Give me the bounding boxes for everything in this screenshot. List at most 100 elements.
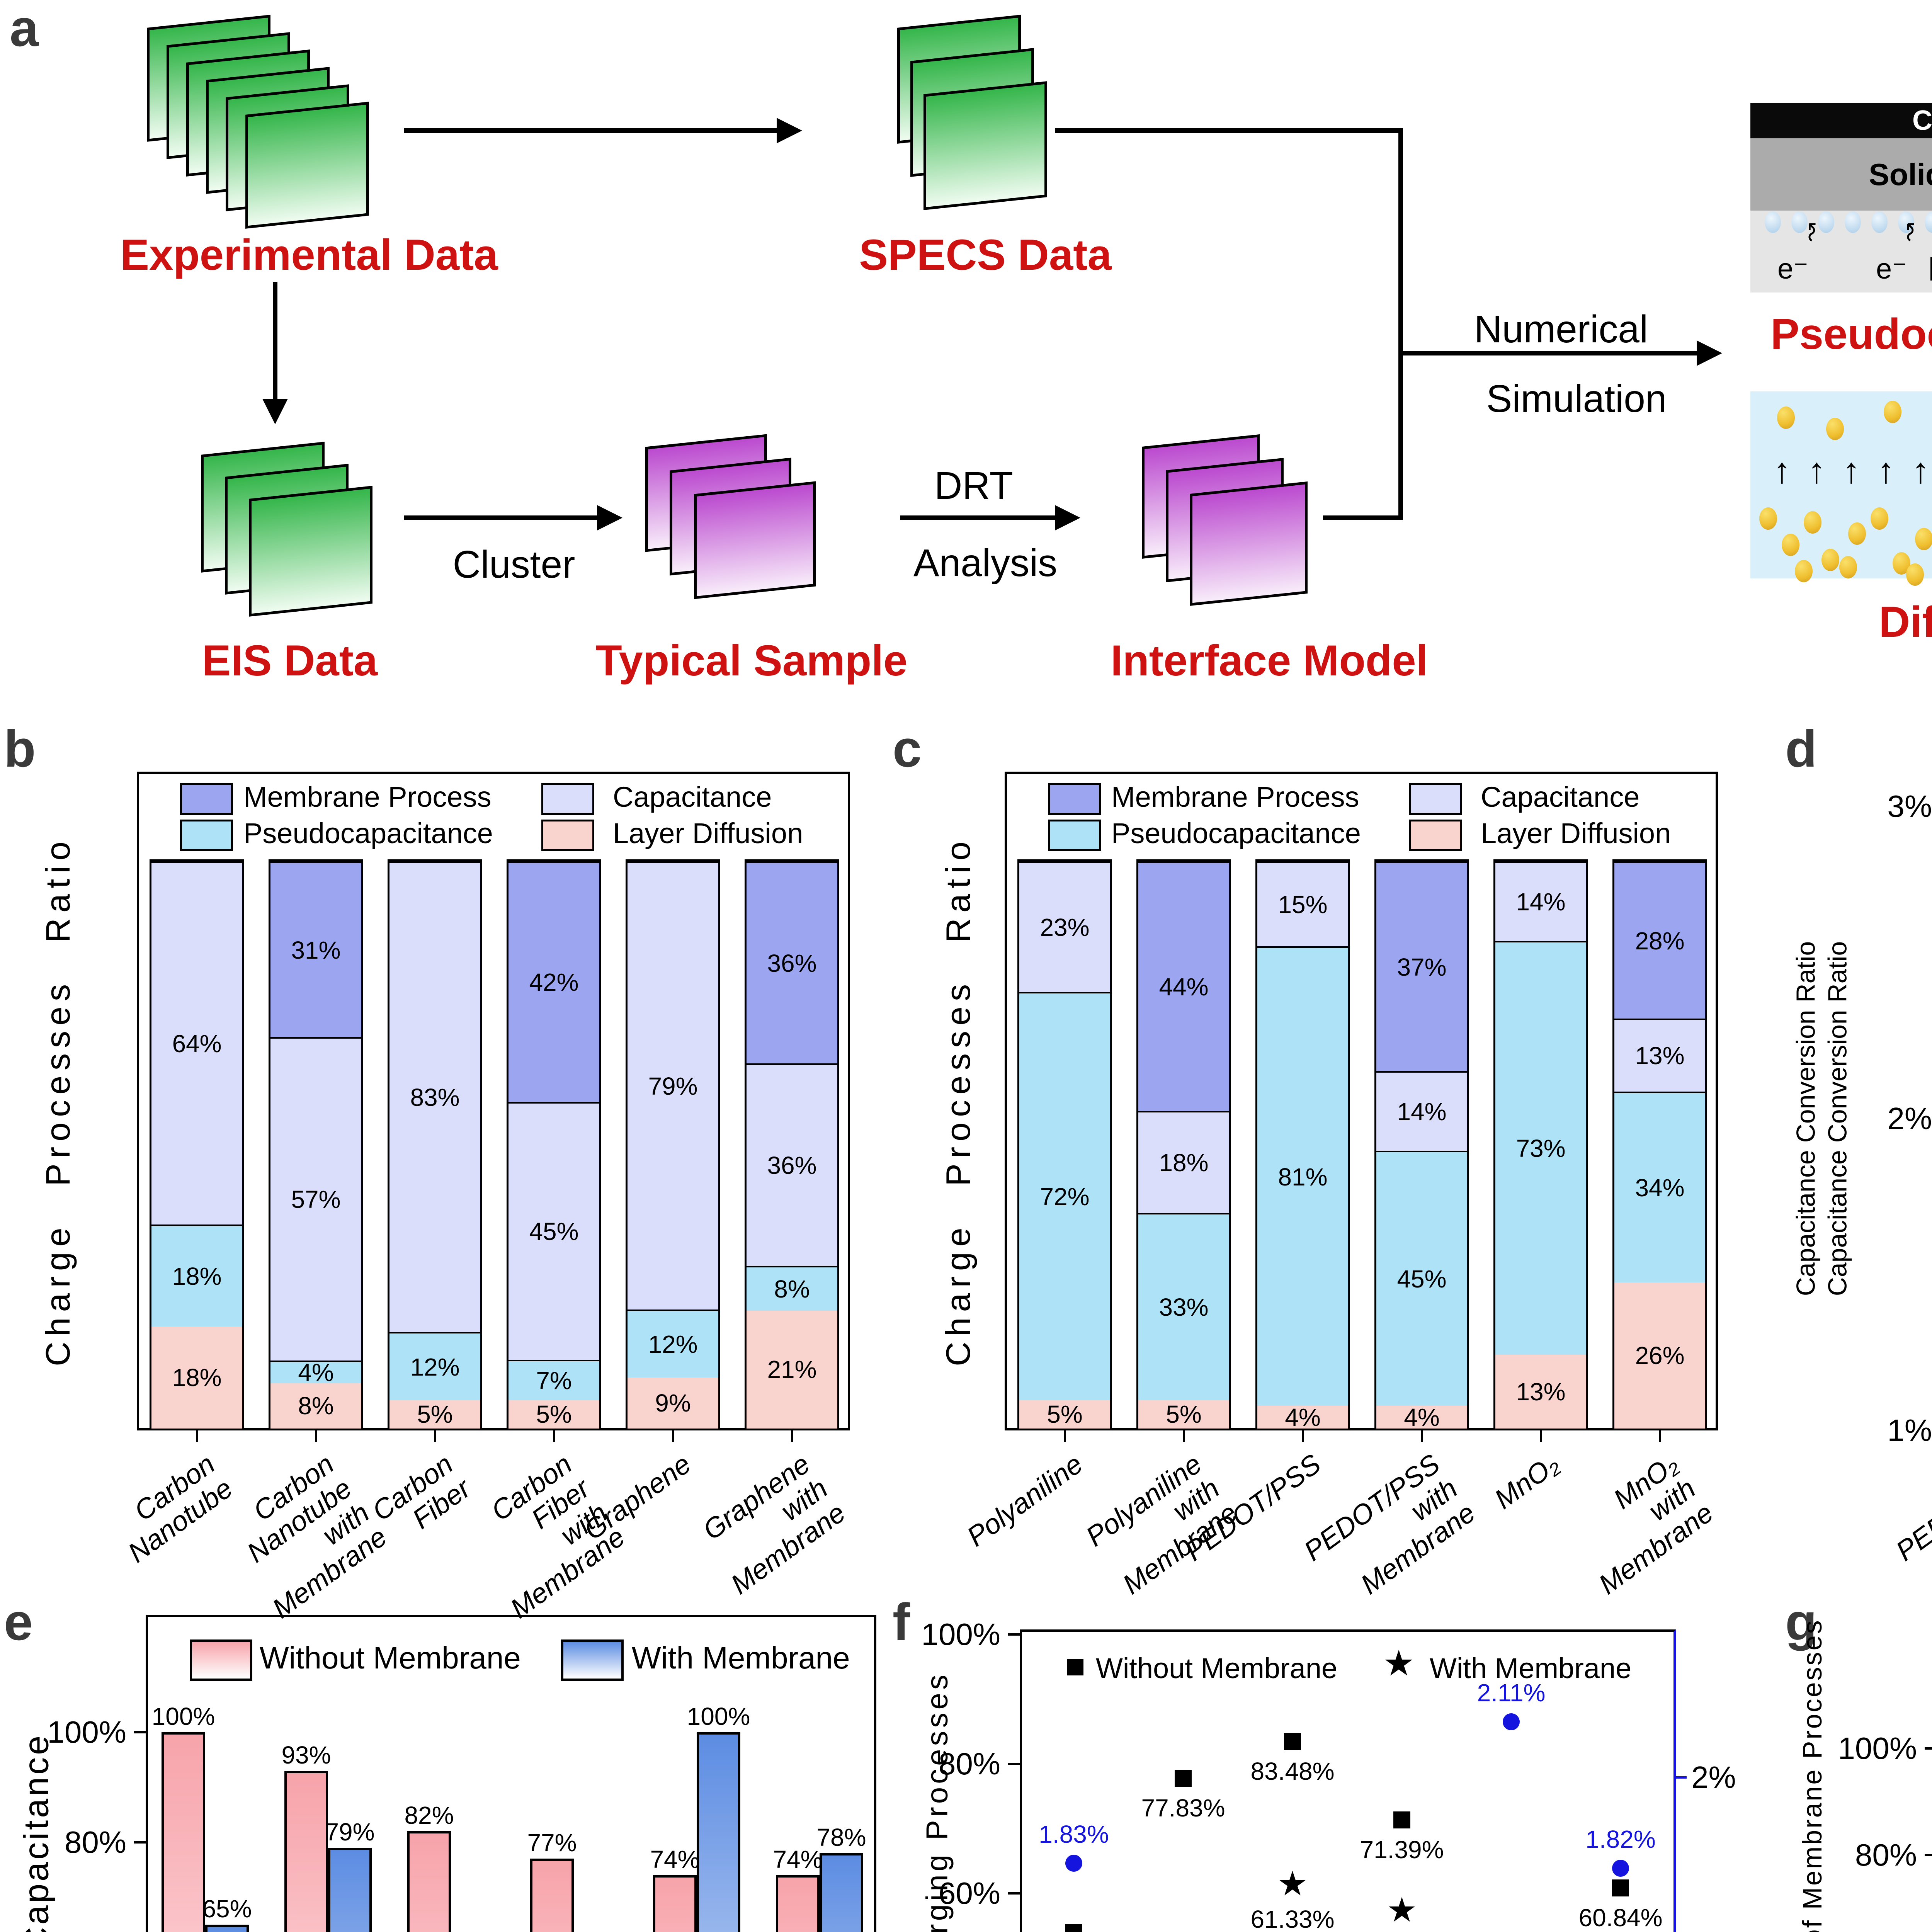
stacked-bar: 18% 18% 64% — [150, 859, 244, 1430]
data-sheet-icon — [694, 481, 816, 599]
data-point-square — [1393, 1811, 1410, 1828]
stacked-bar: 5% 72% 23% — [1017, 859, 1112, 1430]
bar-segment: 5% — [1138, 1400, 1229, 1429]
bar-value-label: 100% — [151, 1702, 215, 1730]
ion-dot-icon — [1839, 556, 1857, 578]
eis-data-stack-icon — [201, 442, 372, 617]
bar-segment: 33% — [1138, 1213, 1229, 1400]
legend-label: Pseudocapacitance — [1111, 817, 1361, 849]
drt-arrow — [900, 515, 1055, 520]
specs-data-stack-icon — [897, 15, 1047, 210]
bar-segment: 64% — [151, 861, 242, 1225]
y-tick-mark — [1008, 1892, 1020, 1895]
bar-segment: 34% — [1614, 1091, 1705, 1283]
data-point-circle — [1612, 1860, 1629, 1877]
x-tick-mark — [1420, 1430, 1423, 1442]
legend-label: Capacitance — [1481, 781, 1640, 813]
data-point-label: 1.83% — [1039, 1820, 1109, 1849]
cluster-label: Cluster — [452, 543, 575, 586]
bar-segment: 8% — [747, 1265, 837, 1311]
solid-contact-band: Solid Contact — [1750, 138, 1932, 211]
x-tick-mark — [434, 1430, 436, 1442]
charge-oval-icon — [1871, 211, 1888, 233]
bar-segment: 13% — [1614, 1019, 1705, 1092]
bar-segment: 12% — [389, 1332, 480, 1400]
legend-swatch-pseudocapacitance — [1048, 820, 1101, 851]
legend-label: With Membrane — [632, 1641, 850, 1675]
data-point-square — [1612, 1879, 1629, 1897]
legend-swatch-capacitance — [541, 783, 594, 815]
ion-dot-icon — [1777, 406, 1795, 429]
data-sheet-icon — [1190, 481, 1308, 606]
diffusion-arrows-row: ↑↑↑↑↑↑↑↑↑↑↑↑ — [1756, 449, 1932, 492]
legend-swatch-layer-diffusion — [541, 820, 594, 851]
data-point-square — [1175, 1769, 1192, 1787]
ion-dot-icon — [1759, 507, 1777, 530]
legend-label: Pseudocapacitance — [243, 817, 493, 849]
x-tick-mark — [1182, 1430, 1185, 1442]
bar-segment: 42% — [509, 861, 599, 1102]
data-point-label: 71.39% — [1360, 1835, 1444, 1864]
data-point-label: 61.33% — [1250, 1905, 1335, 1932]
bar-value-label: 74% — [773, 1845, 823, 1873]
y-tick-label: 80% — [64, 1825, 126, 1859]
pair-bar — [328, 1847, 372, 1932]
bar-segment: 73% — [1495, 940, 1586, 1355]
electron-label: e⁻ — [1777, 253, 1809, 285]
y-tick-mark — [134, 1731, 146, 1733]
legend-label: Capacitance — [613, 781, 772, 813]
pair-bar — [205, 1925, 249, 1932]
electron-transfer-arrow-icon: ↝ — [1896, 223, 1922, 242]
ion-dot-icon — [1884, 401, 1901, 423]
pair-bar — [653, 1875, 697, 1932]
pseudocapacitance-title: Pseudocapacitance — [1770, 310, 1932, 358]
bracket-bottom-line — [1323, 515, 1398, 520]
cluster-arrow-head-icon — [597, 505, 622, 531]
stacked-bar: 26% 34% 13% 28% — [1612, 859, 1707, 1430]
electron-label: e⁻ — [1876, 253, 1907, 285]
charge-oval-icon — [1898, 211, 1914, 233]
bar-segment: 81% — [1257, 946, 1348, 1406]
bar-segment: 45% — [1376, 1150, 1467, 1406]
simulation-label: Simulation — [1486, 377, 1667, 420]
ion-dot-icon — [1826, 417, 1844, 440]
stacked-bar: 8% 4% 57% 31% — [269, 859, 363, 1430]
drt-arrow-head-icon — [1055, 505, 1080, 531]
numerical-simulation-arrow-head-icon — [1697, 340, 1722, 366]
panel-letter-c: c — [893, 719, 922, 778]
ion-dot-icon — [1848, 522, 1866, 545]
data-point-square — [1065, 1924, 1082, 1932]
y-tick-label: 80% — [938, 1747, 1000, 1781]
legend-label: Without Membrane — [260, 1641, 521, 1675]
y-tick-label: 100% — [47, 1715, 126, 1749]
bar-segment: 57% — [270, 1037, 361, 1361]
stacked-bar: 5% 33% 18% 44% — [1136, 859, 1231, 1430]
stacked-bar: 9% 12% 79% — [626, 859, 720, 1430]
y-tick-mark — [1925, 1747, 1932, 1750]
charge-oval-icon — [1764, 211, 1781, 233]
charge-oval-icon — [1844, 211, 1861, 233]
right-y-tick-mark — [1676, 1776, 1687, 1779]
ion-dot-icon — [1915, 528, 1932, 551]
arrow-to-specs-head-icon — [777, 118, 802, 143]
y-tick-mark — [1008, 1633, 1020, 1636]
bar-segment: 26% — [1614, 1282, 1705, 1429]
y-tick-mark — [134, 1841, 146, 1844]
arrow-to-specs — [404, 128, 777, 133]
pair-bar — [697, 1732, 740, 1932]
x-tick-mark — [196, 1430, 198, 1442]
pair-bar — [530, 1859, 574, 1932]
panel-letter-b: b — [4, 719, 36, 778]
ion-dot-icon — [1870, 507, 1888, 530]
panel-d-ylabel-line: Capacitance Conversion Ratio — [1791, 941, 1821, 1296]
bar-segment: 5% — [1019, 1400, 1110, 1429]
legend-swatch-membrane-process — [1048, 783, 1101, 815]
legend-swatch-membrane-process — [180, 783, 233, 815]
y-tick-label: 100% — [1838, 1731, 1917, 1765]
bar-segment: 23% — [1019, 861, 1110, 992]
bar-segment: 5% — [389, 1400, 480, 1429]
data-point-label: 77.83% — [1141, 1794, 1225, 1822]
pair-bar — [162, 1732, 205, 1932]
pseudocapacitance-diagram: Collector Solid Contact ↝ ↝ ↝ ↝ e⁻ e⁻ e⁻… — [1750, 103, 1932, 293]
bar-segment: 37% — [1376, 861, 1467, 1071]
